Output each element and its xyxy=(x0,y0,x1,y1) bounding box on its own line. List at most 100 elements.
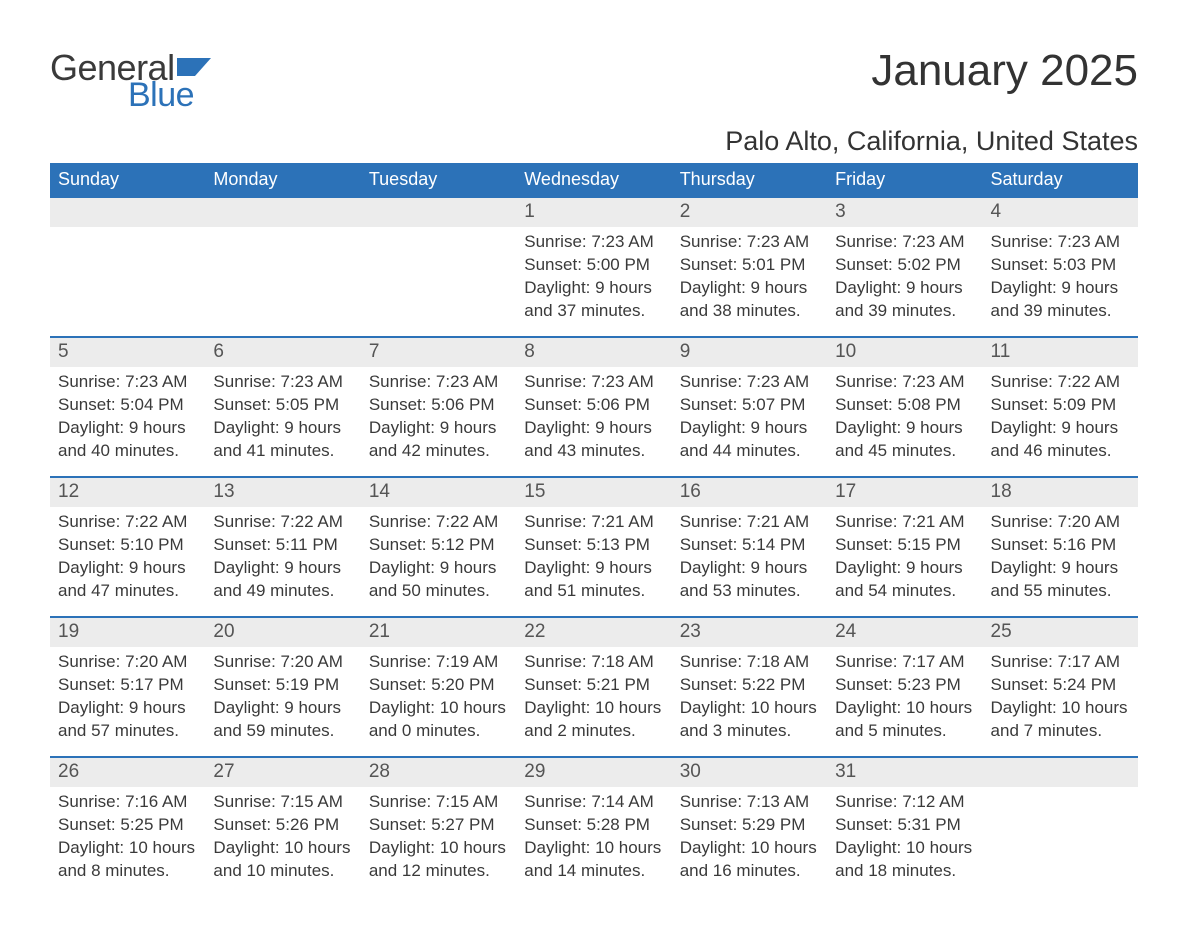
day-details: Sunrise: 7:23 AMSunset: 5:06 PMDaylight:… xyxy=(361,367,516,467)
sunset-line: Sunset: 5:07 PM xyxy=(680,394,819,417)
daylight-line: Daylight: 9 hours and 37 minutes. xyxy=(524,277,663,323)
sunset-line: Sunset: 5:20 PM xyxy=(369,674,508,697)
sunrise-line: Sunrise: 7:19 AM xyxy=(369,651,508,674)
calendar-day-cell: 17Sunrise: 7:21 AMSunset: 5:15 PMDayligh… xyxy=(827,477,982,617)
weekday-header-cell: Friday xyxy=(827,163,982,197)
sunrise-line: Sunrise: 7:23 AM xyxy=(680,371,819,394)
sunset-line: Sunset: 5:11 PM xyxy=(213,534,352,557)
day-number: 16 xyxy=(672,478,827,507)
daylight-line: Daylight: 10 hours and 12 minutes. xyxy=(369,837,508,883)
daylight-line: Daylight: 9 hours and 49 minutes. xyxy=(213,557,352,603)
sunrise-line: Sunrise: 7:23 AM xyxy=(213,371,352,394)
weekday-header-cell: Sunday xyxy=(50,163,205,197)
calendar-day-cell: 22Sunrise: 7:18 AMSunset: 5:21 PMDayligh… xyxy=(516,617,671,757)
sunset-line: Sunset: 5:14 PM xyxy=(680,534,819,557)
sunrise-line: Sunrise: 7:20 AM xyxy=(213,651,352,674)
day-details: Sunrise: 7:21 AMSunset: 5:13 PMDaylight:… xyxy=(516,507,671,607)
sunset-line: Sunset: 5:23 PM xyxy=(835,674,974,697)
sunset-line: Sunset: 5:10 PM xyxy=(58,534,197,557)
sunset-line: Sunset: 5:28 PM xyxy=(524,814,663,837)
calendar-day-cell: 16 Sunrise: 7:21 AMSunset: 5:14 PMDayligh… xyxy=(672,477,827,617)
sunset-line: Sunset: 5:08 PM xyxy=(835,394,974,417)
calendar-day-cell: 6Sunrise: 7:23 AMSunset: 5:05 PMDaylight… xyxy=(205,337,360,477)
sunset-line: Sunset: 5:25 PM xyxy=(58,814,197,837)
sunset-line: Sunset: 5:04 PM xyxy=(58,394,197,417)
sunset-line: Sunset: 5:21 PM xyxy=(524,674,663,697)
sunrise-line: Sunrise: 7:21 AM xyxy=(835,511,974,534)
header-row: General Blue January 2025 xyxy=(50,50,1138,112)
calendar-week-row: 1Sunrise: 7:23 AMSunset: 5:00 PMDaylight… xyxy=(50,197,1138,337)
calendar-day-cell: 31Sunrise: 7:12 AMSunset: 5:31 PMDayligh… xyxy=(827,757,982,897)
sunset-line: Sunset: 5:15 PM xyxy=(835,534,974,557)
page-title: January 2025 xyxy=(871,46,1138,96)
sunrise-line: Sunrise: 7:22 AM xyxy=(991,371,1130,394)
sunrise-line: Sunrise: 7:23 AM xyxy=(58,371,197,394)
brand-logo: General Blue xyxy=(50,50,211,112)
calendar-week-row: 26Sunrise: 7:16 AMSunset: 5:25 PMDayligh… xyxy=(50,757,1138,897)
calendar-day-cell: 27Sunrise: 7:15 AMSunset: 5:26 PMDayligh… xyxy=(205,757,360,897)
daylight-line: Daylight: 10 hours and 18 minutes. xyxy=(835,837,974,883)
calendar-day-cell: 20Sunrise: 7:20 AMSunset: 5:19 PMDayligh… xyxy=(205,617,360,757)
sunrise-line: Sunrise: 7:22 AM xyxy=(58,511,197,534)
sunset-line: Sunset: 5:06 PM xyxy=(369,394,508,417)
calendar-day-cell: 5Sunrise: 7:23 AMSunset: 5:04 PMDaylight… xyxy=(50,337,205,477)
sunrise-line: Sunrise: 7:20 AM xyxy=(991,511,1130,534)
sunrise-line: Sunrise: 7:17 AM xyxy=(835,651,974,674)
calendar-day-cell xyxy=(50,197,205,337)
day-number: 1 xyxy=(516,198,671,227)
daylight-line: Daylight: 9 hours and 42 minutes. xyxy=(369,417,508,463)
day-number: 28 xyxy=(361,758,516,787)
sunset-line: Sunset: 5:09 PM xyxy=(991,394,1130,417)
day-details: Sunrise: 7:23 AMSunset: 5:08 PMDaylight:… xyxy=(827,367,982,467)
day-details: Sunrise: 7:23 AMSunset: 5:00 PMDaylight:… xyxy=(516,227,671,327)
sunrise-line: Sunrise: 7:22 AM xyxy=(213,511,352,534)
calendar-day-cell: 19Sunrise: 7:20 AMSunset: 5:17 PMDayligh… xyxy=(50,617,205,757)
daylight-line: Daylight: 10 hours and 5 minutes. xyxy=(835,697,974,743)
day-details: Sunrise: 7:15 AMSunset: 5:27 PMDaylight:… xyxy=(361,787,516,887)
daylight-line: Daylight: 10 hours and 2 minutes. xyxy=(524,697,663,743)
sunrise-line: Sunrise: 7:12 AM xyxy=(835,791,974,814)
day-details: Sunrise: 7:13 AMSunset: 5:29 PMDaylight:… xyxy=(672,787,827,887)
day-details: Sunrise: 7:23 AMSunset: 5:05 PMDaylight:… xyxy=(205,367,360,467)
daylight-line: Daylight: 9 hours and 45 minutes. xyxy=(835,417,974,463)
calendar-day-cell: 13Sunrise: 7:22 AMSunset: 5:11 PMDayligh… xyxy=(205,477,360,617)
day-number: 22 xyxy=(516,618,671,647)
daylight-line: Daylight: 9 hours and 57 minutes. xyxy=(58,697,197,743)
sunset-line: Sunset: 5:01 PM xyxy=(680,254,819,277)
day-number: 6 xyxy=(205,338,360,367)
sunrise-line: Sunrise: 7:21 AM xyxy=(680,511,819,534)
daylight-line: Daylight: 10 hours and 0 minutes. xyxy=(369,697,508,743)
daylight-line: Daylight: 10 hours and 16 minutes. xyxy=(680,837,819,883)
day-details: Sunrise: 7:23 AMSunset: 5:02 PMDaylight:… xyxy=(827,227,982,327)
weekday-header-cell: Monday xyxy=(205,163,360,197)
calendar-day-cell: 21Sunrise: 7:19 AMSunset: 5:20 PMDayligh… xyxy=(361,617,516,757)
sunset-line: Sunset: 5:16 PM xyxy=(991,534,1130,557)
day-details: Sunrise: 7:22 AMSunset: 5:09 PMDaylight:… xyxy=(983,367,1138,467)
day-number: 12 xyxy=(50,478,205,507)
daylight-line: Daylight: 10 hours and 14 minutes. xyxy=(524,837,663,883)
day-number: 13 xyxy=(205,478,360,507)
calendar-day-cell: 9Sunrise: 7:23 AMSunset: 5:07 PMDaylight… xyxy=(672,337,827,477)
calendar-day-cell: 12Sunrise: 7:22 AMSunset: 5:10 PMDayligh… xyxy=(50,477,205,617)
sunset-line: Sunset: 5:12 PM xyxy=(369,534,508,557)
daylight-line: Daylight: 9 hours and 53 minutes. xyxy=(680,557,819,603)
calendar-day-cell: 25Sunrise: 7:17 AMSunset: 5:24 PMDayligh… xyxy=(983,617,1138,757)
daylight-line: Daylight: 9 hours and 39 minutes. xyxy=(991,277,1130,323)
sunrise-line: Sunrise: 7:23 AM xyxy=(835,231,974,254)
sunrise-line: Sunrise: 7:15 AM xyxy=(213,791,352,814)
calendar-day-cell: 11Sunrise: 7:22 AMSunset: 5:09 PMDayligh… xyxy=(983,337,1138,477)
day-number: 10 xyxy=(827,338,982,367)
sunrise-line: Sunrise: 7:20 AM xyxy=(58,651,197,674)
calendar-day-cell: 8Sunrise: 7:23 AMSunset: 5:06 PMDaylight… xyxy=(516,337,671,477)
calendar-page: General Blue January 2025 Palo Alto, Cal… xyxy=(0,0,1188,937)
daylight-line: Daylight: 10 hours and 7 minutes. xyxy=(991,697,1130,743)
day-details: Sunrise: 7:22 AMSunset: 5:11 PMDaylight:… xyxy=(205,507,360,607)
calendar-day-cell: 2Sunrise: 7:23 AMSunset: 5:01 PMDaylight… xyxy=(672,197,827,337)
day-details: Sunrise: 7:14 AMSunset: 5:28 PMDaylight:… xyxy=(516,787,671,887)
sunrise-line: Sunrise: 7:22 AM xyxy=(369,511,508,534)
calendar-day-cell: 26Sunrise: 7:16 AMSunset: 5:25 PMDayligh… xyxy=(50,757,205,897)
sunset-line: Sunset: 5:05 PM xyxy=(213,394,352,417)
sunrise-line: Sunrise: 7:14 AM xyxy=(524,791,663,814)
sunset-line: Sunset: 5:03 PM xyxy=(991,254,1130,277)
calendar-week-row: 19Sunrise: 7:20 AMSunset: 5:17 PMDayligh… xyxy=(50,617,1138,757)
